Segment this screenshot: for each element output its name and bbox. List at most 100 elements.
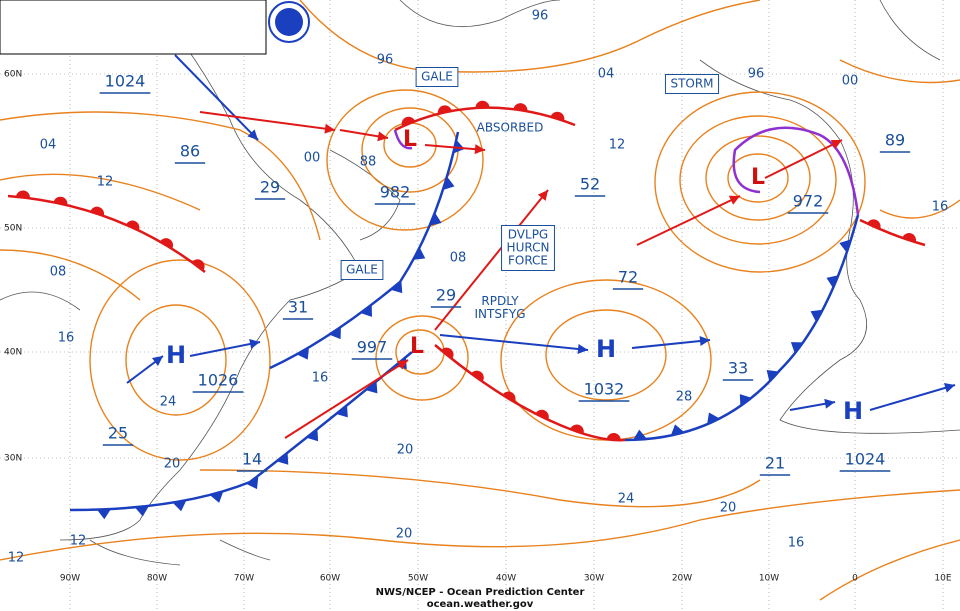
track-arrow [869,384,956,411]
cold-front-symbol [96,509,111,520]
pressure-label: 997 [357,338,388,357]
cold-front-symbol [306,429,319,442]
annotation-text: STORM [670,77,713,91]
warm-front-symbol [535,409,549,420]
low-center: L [410,334,424,359]
annotation-text: GALE [421,70,453,84]
longitude-label: 20W [672,574,692,584]
isobar-label: 08 [50,265,67,280]
cold-front-symbol [707,412,720,425]
pressure-label: 1026 [198,371,239,390]
pressure-label: 1032 [584,380,625,399]
cold-front-symbol [839,239,851,253]
pressure-label: 29 [260,178,280,197]
warm-front-symbol [15,190,30,199]
cold-front-symbol [365,381,378,394]
warm-front-symbol [441,347,454,359]
longitude-label: 30W [584,574,604,584]
cold-front-symbol [209,491,224,503]
arrow-head [474,144,485,155]
cold-front-symbol [429,212,442,226]
cold-front-symbol [276,452,289,465]
isobar-label: 24 [618,492,635,507]
warm-front [7,194,206,273]
track-arrow [424,144,486,151]
pressure-label: 14 [242,450,262,469]
warm-front-symbol [502,391,516,403]
longitude-label: 40W [496,574,516,584]
warm-front-symbol [53,196,68,206]
isobar-label: 04 [598,67,615,82]
pressure-label: 1024 [105,72,146,91]
pressure-label: 33 [728,359,748,378]
pressure-label: 1024 [845,450,886,469]
isobar-label: 28 [676,390,693,405]
fronts [7,54,956,520]
isobar-label: 04 [40,138,57,153]
warm-front-symbol [550,111,565,121]
arrow-head [249,339,260,349]
cold-front-symbol [413,247,426,260]
track-arrow [636,195,741,246]
longitude-label: 80W [147,574,167,584]
isobar-label: 12 [8,551,25,566]
warm-front-symbol [90,206,105,216]
longitude-label: 10W [759,574,779,584]
isobar-label: 96 [377,53,394,68]
longitude-label: 70W [234,574,254,584]
occluded-front [732,126,860,216]
track-arrow [764,139,843,179]
isobar-label: 12 [97,175,114,190]
track-arrow [439,334,589,351]
header-box [0,0,267,55]
isobar-label: 16 [932,200,949,215]
low-center: L [751,165,765,190]
longitude-label: 90W [60,574,80,584]
cold-front-symbol [134,505,149,517]
isobar-label: 24 [160,395,177,410]
track-arrow [199,111,336,131]
isobar-label: 00 [842,74,859,89]
longitude-label: 60W [320,574,340,584]
warm-front-symbol [192,259,205,271]
arrow-head [377,131,388,142]
footer-url: ocean.weather.gov [427,599,534,610]
isobar-label: 12 [70,534,87,549]
latitude-label: 60N [4,70,22,80]
warm-front-symbol [437,105,452,114]
isobar-label: 96 [532,9,549,24]
arrow-head [728,195,740,205]
pressure-label: 31 [288,298,308,317]
warm-front-symbol [902,233,916,243]
warm-front-symbol [606,432,621,441]
pressure-label: 982 [380,183,411,202]
annotation-box [664,74,720,94]
isobar-label: 08 [450,251,467,266]
cold-front-symbol [390,280,403,294]
boxed-annotation: GALE [340,260,384,280]
arrow-head [577,344,588,354]
footer-agency: NWS/NCEP - Ocean Prediction Center [376,587,585,598]
cold-front-symbol [790,342,804,354]
annotation-text: GALE [346,263,378,277]
arrow-head [537,190,548,201]
annotation-text: HURCN [507,241,550,255]
longitude-label: 50W [408,574,428,584]
annotation-box [415,67,459,87]
cold-front-symbol [172,500,187,512]
annotation-text: DVLPG [508,228,548,242]
isobar-label: 12 [609,138,626,153]
cold-front-symbol [329,326,341,340]
boxed-annotation: STORM [664,74,720,94]
cold-front-symbol [810,309,823,323]
pressure-label: 86 [180,142,200,161]
warm-front-symbol [570,424,584,434]
boxed-annotation: GALE [415,67,459,87]
pressure-label: 25 [108,424,128,443]
isobar-label: 00 [304,151,321,166]
